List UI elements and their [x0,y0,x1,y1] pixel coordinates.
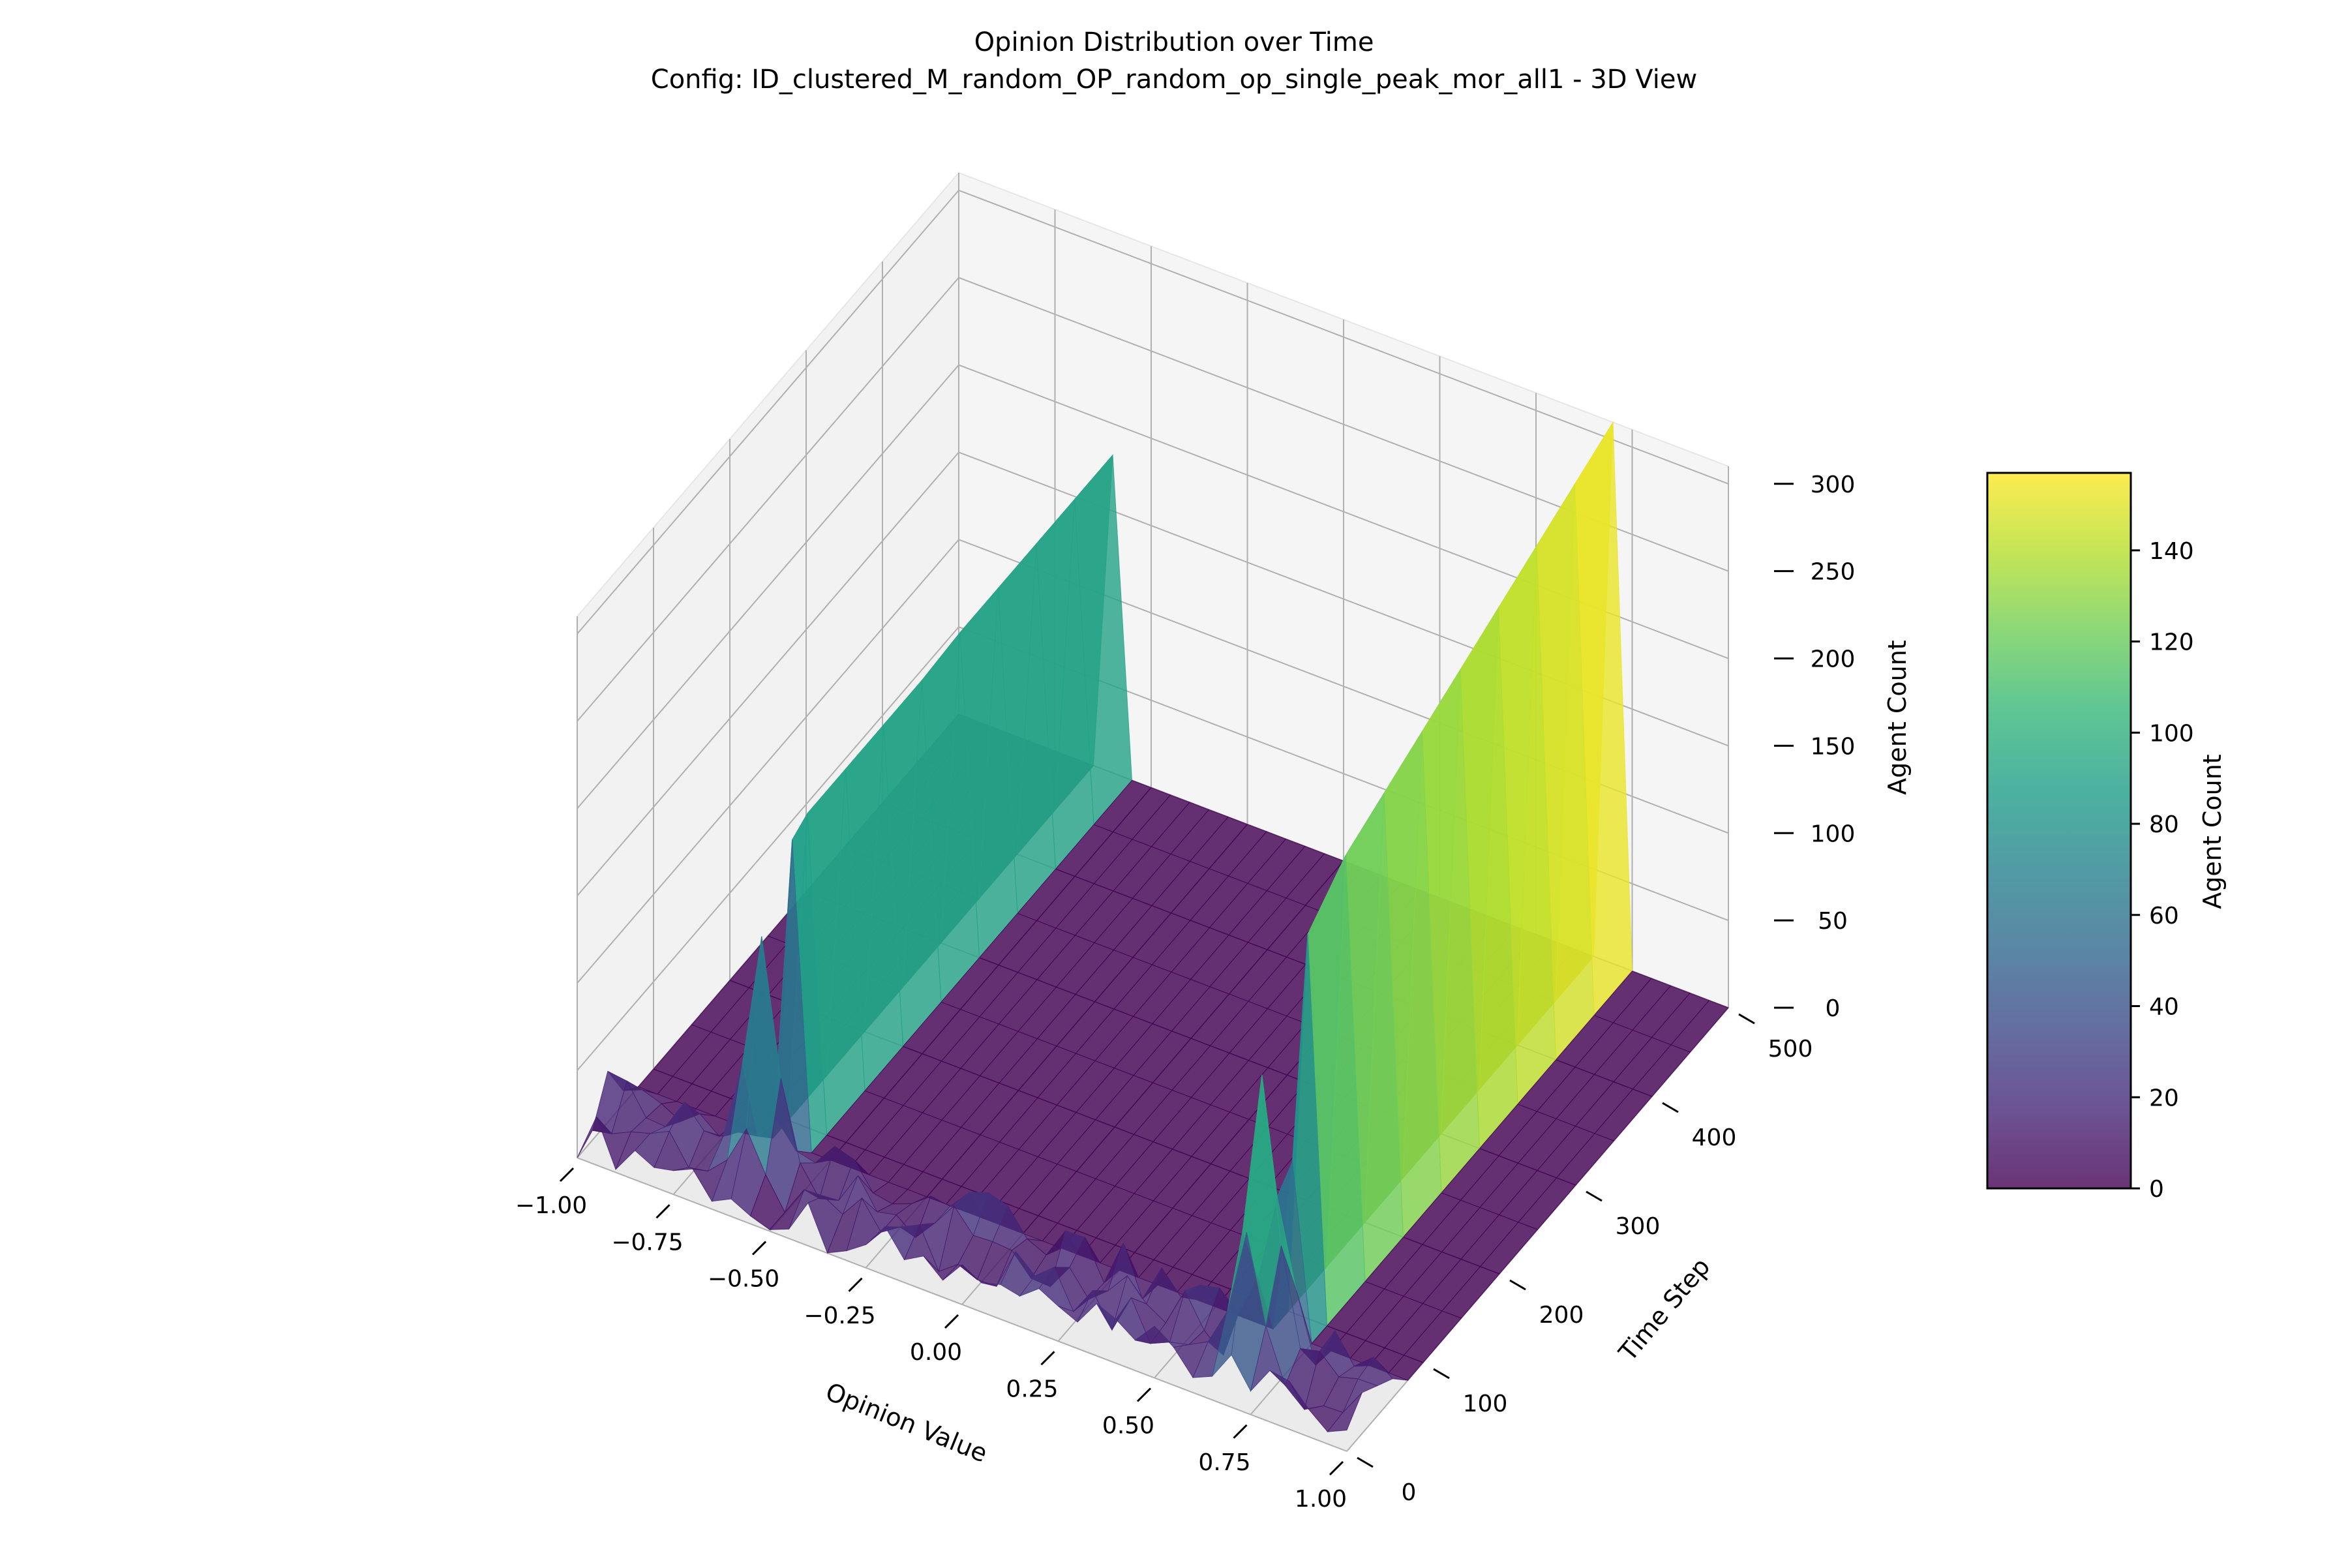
y-tick [1738,1013,1755,1025]
surface-cell [1327,1392,1362,1432]
colorbar-tick-label: 40 [2149,994,2179,1021]
z-tick-label: 300 [1811,472,1856,498]
y-tick [1357,1456,1374,1468]
y-gridline-floor [577,1157,1347,1452]
x-tick [1329,1460,1344,1476]
x-tick-label: 0.25 [1006,1376,1058,1402]
y-tick-label: 0 [1402,1479,1417,1506]
colorbar-tick-label: 20 [2149,1085,2179,1111]
y-tick-label: 200 [1539,1302,1584,1329]
colorbar: 0 20 40 60 80 100 120 140 [1986,472,2194,1203]
x-tick [751,1241,767,1256]
x-tick-label: −0.75 [611,1229,683,1256]
z-gridline-left [577,277,959,722]
x-tick [1040,1351,1055,1366]
y-tick [1509,1279,1526,1291]
y-axis-label: Time Step [1613,1252,1716,1367]
x-tick-label: 0.75 [1198,1449,1250,1476]
z-tick-label: 0 [1826,995,1841,1022]
colorbar-tick-label: 60 [2149,903,2179,929]
colorbar-tick-label: 140 [2149,538,2194,565]
chart-subtitle: Config: ID_clustered_M_random_OP_random_… [651,65,1697,95]
z-gridline-left [577,626,959,1071]
z-tick-label: 150 [1811,733,1856,760]
axes-ticks: −1.00 −0.75 −0.50 −0.25 0.00 0.25 0.50 0.75 1.00… [515,472,1856,1513]
chart-title: Opinion Distribution over Time [974,27,1374,57]
y-tick [1586,1190,1603,1202]
x-tick-label: −0.25 [804,1303,875,1329]
x-tick-label: −0.50 [708,1266,779,1293]
z-tick-label: 200 [1811,646,1856,673]
x-tick [559,1167,575,1183]
x-tick-label: 0.00 [910,1339,962,1366]
z-tick-label: 100 [1811,821,1856,847]
colorbar-tick-label: 80 [2149,811,2179,838]
colorbar-tick-label: 120 [2149,629,2194,656]
z-tick-label: 250 [1811,559,1856,586]
x-axis-label: Opinion Value [822,1377,991,1468]
y-tick-label: 100 [1463,1391,1508,1417]
x-tick [944,1314,959,1329]
colorbar-tick-label: 0 [2149,1176,2164,1203]
z-tick-label: 50 [1818,908,1848,935]
x-tick-label: 0.50 [1102,1413,1154,1440]
x-tick [1233,1424,1248,1439]
y-tick [1662,1102,1679,1113]
y-tick [1433,1368,1450,1380]
z-gridline-left [577,190,959,635]
z-axis-label: Agent Count [1883,640,1912,794]
colorbar-rect [1986,472,2132,1190]
x-tick-label: −1.00 [515,1192,587,1219]
x-tick [1136,1387,1152,1402]
z-gridline-back [958,189,1729,485]
x-tick [655,1204,670,1219]
y-tick-label: 500 [1768,1036,1813,1063]
z-gridline-left [577,364,959,809]
surface-plot [577,421,1729,1432]
y-tick-label: 400 [1692,1124,1737,1151]
y-tick-label: 300 [1616,1213,1661,1240]
z-gridline-left [577,451,959,897]
colorbar-tick-label: 100 [2149,720,2194,747]
x-tick [848,1277,863,1292]
x-tick-label: 1.00 [1295,1486,1347,1513]
colorbar-label: Agent Count [2198,754,2227,909]
z-gridline-left [577,539,959,984]
